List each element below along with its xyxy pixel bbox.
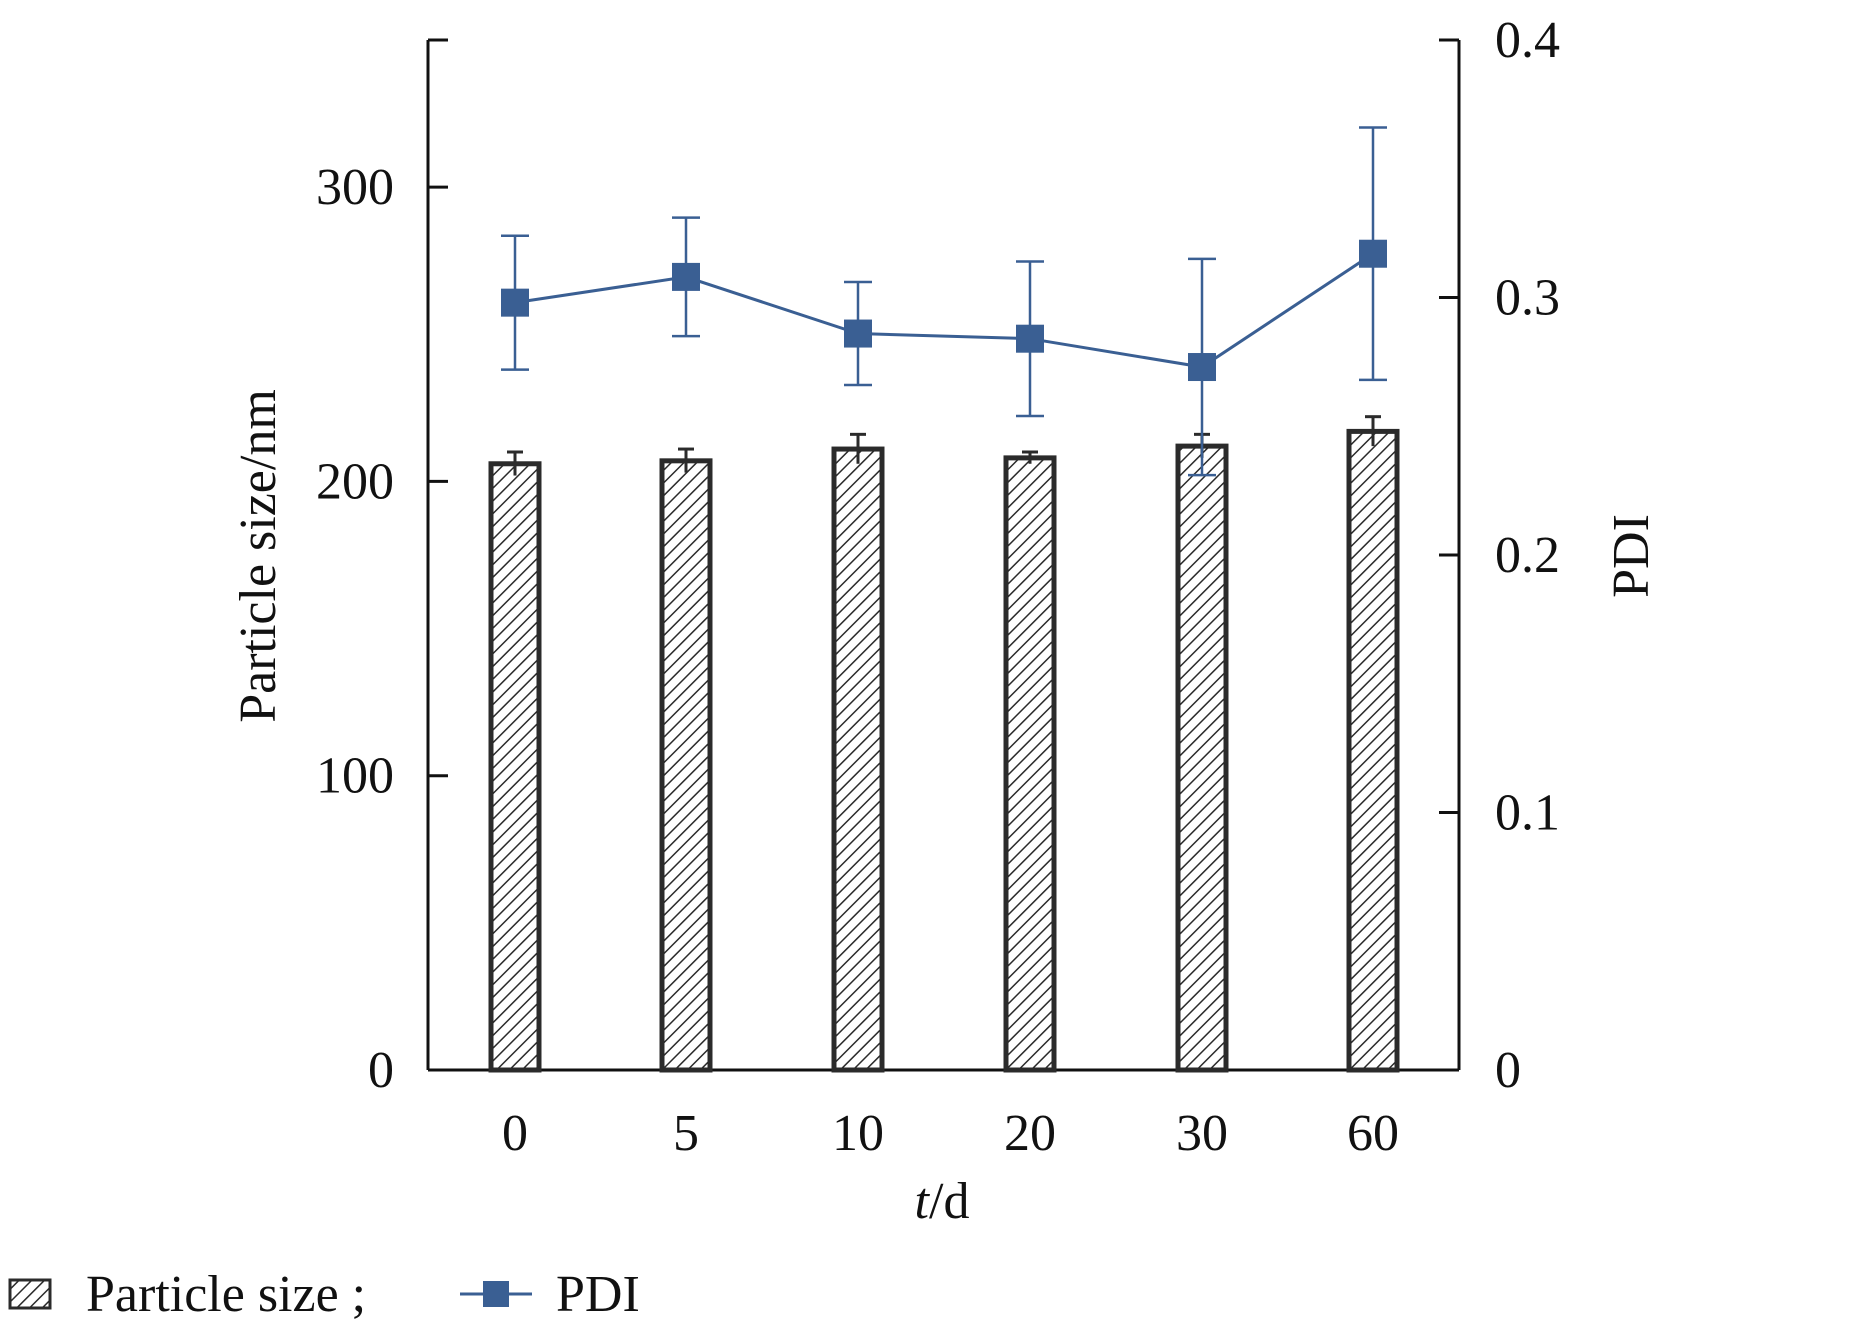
x-axis-title-variable: t xyxy=(915,1173,931,1230)
x-tick-label: 30 xyxy=(1176,1105,1228,1162)
pdi-marker xyxy=(672,262,700,291)
pdi-line xyxy=(514,252,1374,369)
bar xyxy=(831,446,885,1073)
pdi-marker xyxy=(1016,324,1044,353)
y2-axis-title: PDI xyxy=(1603,514,1660,598)
y-axis-title: Particle size/nm xyxy=(230,389,287,723)
x-axis-title-unit: /d xyxy=(929,1173,969,1230)
y2-tick-label: 0.4 xyxy=(1495,12,1560,69)
bar-error-bars xyxy=(507,415,1381,476)
legend-label-pdi: PDI xyxy=(556,1266,640,1323)
legend: Particle size ; PDI xyxy=(8,1266,640,1323)
pdi-marker xyxy=(501,288,529,317)
x-tick-label: 60 xyxy=(1347,1105,1399,1162)
x-axis-title: t/d xyxy=(915,1173,970,1230)
x-tick-label: 20 xyxy=(1004,1105,1056,1162)
y2-tick-label: 0.1 xyxy=(1495,785,1560,842)
x-tick-label: 10 xyxy=(832,1105,884,1162)
pdi-marker xyxy=(1188,353,1216,382)
pdi-marker xyxy=(1359,239,1387,268)
y-tick-label: 300 xyxy=(316,159,394,216)
y2-tick-label: 0 xyxy=(1495,1042,1521,1099)
bar xyxy=(1175,443,1229,1073)
pdi-series xyxy=(501,126,1387,477)
y-tick-label: 100 xyxy=(316,748,394,805)
ticks: 0 100 200 300 0 0.1 0.2 0.3 0.4 0 5 10 20 30 60 xyxy=(316,12,1560,1162)
y2-tick-label: 0.3 xyxy=(1495,270,1560,327)
y-tick-label: 0 xyxy=(368,1042,394,1099)
axes xyxy=(426,38,1461,1072)
x-tick-label: 0 xyxy=(502,1105,528,1162)
legend-marker-swatch xyxy=(483,1281,509,1307)
legend-label-particle-size: Particle size ; xyxy=(86,1266,366,1323)
bar xyxy=(1346,428,1400,1073)
pdi-marker xyxy=(844,319,872,348)
legend-bar-swatch xyxy=(8,1278,52,1310)
y2-tick-label: 0.2 xyxy=(1495,527,1560,584)
bar xyxy=(1003,455,1057,1073)
x-tick-label: 5 xyxy=(673,1105,699,1162)
bar xyxy=(659,458,713,1073)
bar-series xyxy=(488,428,1400,1073)
y-tick-label: 200 xyxy=(316,453,394,510)
bar xyxy=(488,461,542,1073)
